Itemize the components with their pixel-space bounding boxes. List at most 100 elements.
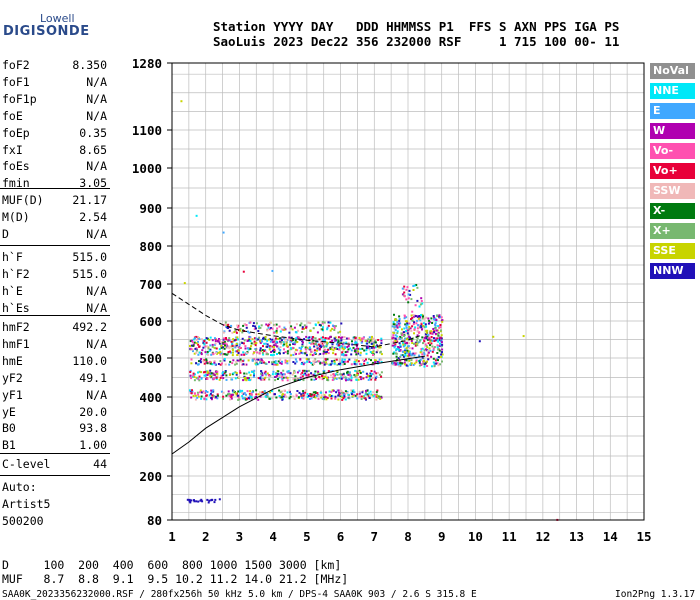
- echo-dot: [368, 348, 371, 351]
- echo-dot: [415, 359, 418, 362]
- echo-dot: [301, 371, 304, 374]
- param-row-yf1: yF1 N/A: [2, 388, 107, 404]
- echo-dot: [264, 395, 267, 398]
- echo-dot: [425, 348, 427, 351]
- echo-dot: [426, 346, 429, 349]
- echo-dot: [223, 330, 226, 333]
- x-tick-labels: 1 2 3 4 5 6 7 8 9 10 11 12 13 14 15: [168, 529, 651, 544]
- echo-dot: [272, 341, 275, 344]
- echo-dot: [404, 349, 407, 352]
- echo-dot: [341, 353, 343, 356]
- echo-dot: [347, 342, 350, 345]
- param-row-b1: B1 1.00: [2, 438, 107, 454]
- echo-dot: [396, 335, 399, 338]
- echo-dot: [421, 313, 424, 316]
- echo-dot: [278, 349, 281, 352]
- echo-dot: [269, 340, 272, 343]
- param-value: N/A: [86, 74, 107, 89]
- echo-dot: [346, 337, 349, 340]
- echo-dot: [189, 369, 192, 372]
- echo-dot: [341, 359, 344, 362]
- echo-dot: [236, 350, 239, 353]
- echo-dot: [209, 369, 212, 372]
- echo-dot: [198, 370, 201, 373]
- echo-dot: [255, 337, 258, 340]
- echo-dot: [249, 321, 252, 324]
- echo-dot: [250, 395, 253, 398]
- param-value: 2.54: [79, 209, 107, 224]
- echo-dot: [225, 337, 227, 339]
- echo-dot: [324, 337, 327, 339]
- echo-dot: [366, 345, 368, 348]
- echo-dot: [247, 396, 250, 399]
- echo-dot: [416, 286, 419, 289]
- echo-dot: [282, 352, 285, 355]
- legend-item-sse: SSE: [650, 243, 695, 259]
- echo-dot: [404, 323, 407, 326]
- param-row-fmin: fmin 3.05: [2, 176, 107, 192]
- echo-point: [180, 100, 183, 103]
- echo-dot: [370, 359, 372, 362]
- echo-dot: [396, 361, 399, 364]
- echo-dot: [221, 362, 223, 365]
- echo-dot: [406, 322, 409, 325]
- echo-dot: [427, 351, 430, 354]
- echo-dot: [429, 337, 432, 340]
- echo-dot: [231, 378, 234, 381]
- echo-dot: [440, 351, 443, 354]
- echo-dot: [302, 341, 304, 344]
- echo-dot: [334, 347, 337, 350]
- echo-dot: [289, 340, 292, 343]
- echo-dot: [357, 360, 360, 363]
- echo-dot: [322, 377, 325, 380]
- echo-dot: [419, 316, 422, 319]
- echo-dot: [430, 336, 433, 338]
- echo-dot: [438, 314, 441, 317]
- echo-dot: [239, 369, 241, 372]
- echo-dot: [423, 349, 426, 352]
- echo-dot: [359, 339, 362, 342]
- echo-dot: [394, 343, 397, 346]
- echo-dot: [303, 324, 306, 327]
- echo-dot: [298, 391, 301, 394]
- echo-dot: [422, 325, 425, 327]
- echo-dot: [216, 339, 219, 342]
- echo-dot: [197, 378, 200, 381]
- echo-dot: [371, 394, 374, 397]
- echo-dot: [211, 339, 214, 342]
- echo-dot: [399, 345, 402, 348]
- echo-dot: [375, 398, 378, 401]
- echo-dot: [253, 328, 256, 330]
- echo-dot: [256, 338, 258, 341]
- echo-dot: [419, 319, 422, 322]
- param-value: N/A: [86, 336, 107, 351]
- echo-dot: [230, 324, 233, 327]
- echo-dot: [233, 390, 235, 393]
- echo-dot: [296, 390, 299, 392]
- echo-dot: [285, 395, 287, 398]
- echo-cluster: [401, 284, 424, 313]
- echo-dot: [304, 346, 307, 349]
- echo-dot: [285, 342, 288, 345]
- echo-dot: [417, 341, 420, 344]
- echo-dot: [427, 334, 430, 337]
- echo-dot: [355, 353, 358, 356]
- echo-dot: [273, 348, 276, 351]
- echo-dot: [371, 340, 374, 343]
- echo-dot: [212, 389, 215, 392]
- echo-dot: [354, 358, 356, 361]
- echo-dot: [338, 344, 341, 347]
- echo-dot: [379, 397, 382, 400]
- echo-dot: [282, 329, 285, 331]
- echo-dot: [311, 337, 314, 340]
- echo-dot: [249, 336, 252, 339]
- echo-cluster: [391, 313, 444, 368]
- echo-dot: [365, 389, 367, 392]
- echo-dot: [356, 372, 359, 375]
- echo-dot: [410, 340, 413, 342]
- echo-dot: [189, 371, 192, 373]
- echo-dot: [336, 373, 339, 376]
- echo-dot: [434, 359, 437, 362]
- echo-dot: [243, 397, 246, 400]
- echo-dot: [359, 348, 362, 351]
